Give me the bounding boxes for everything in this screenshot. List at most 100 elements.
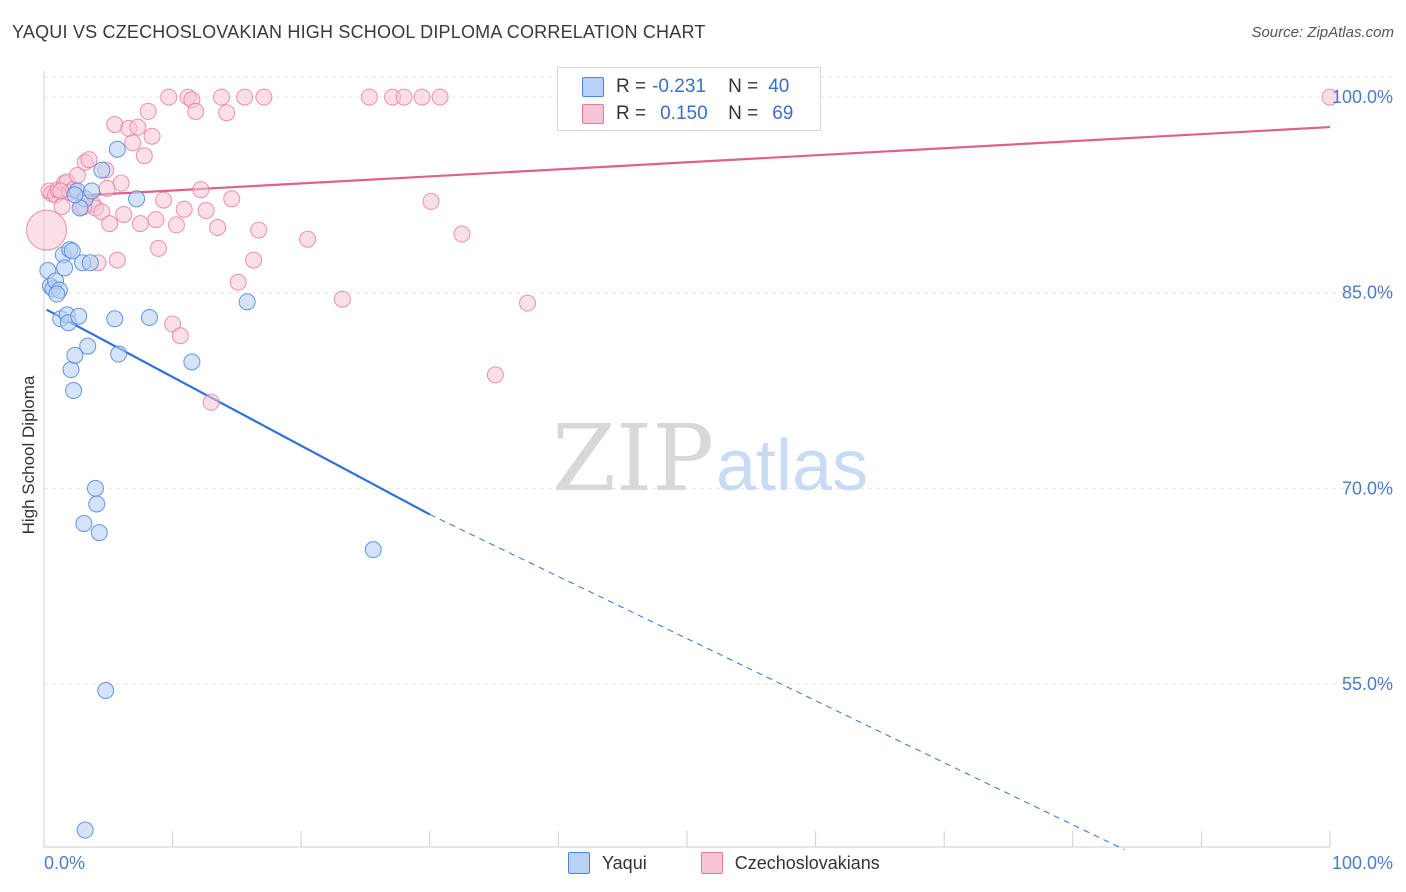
gridlines xyxy=(44,76,1392,685)
czech-point xyxy=(108,251,126,269)
czech-point xyxy=(431,88,449,106)
yaqui-trendline-extension xyxy=(429,513,1125,851)
legend-n-label: N = xyxy=(728,76,759,97)
chart-title: YAQUI VS CZECHOSLOVAKIAN HIGH SCHOOL DIP… xyxy=(12,22,706,42)
source-credit: Source: ZipAtlas.com xyxy=(1251,24,1394,41)
czech-point xyxy=(155,191,173,209)
czech-point xyxy=(192,181,210,199)
yaqui-point xyxy=(93,161,111,179)
czech-point xyxy=(519,294,537,312)
czech-point xyxy=(175,200,193,218)
czech-point xyxy=(26,209,68,251)
yaqui-point xyxy=(56,259,74,277)
legend-r-label: R = xyxy=(616,103,647,124)
yaqui-point xyxy=(238,293,256,311)
yaqui-point xyxy=(97,681,115,699)
czech-point xyxy=(164,315,182,333)
y-tick-label: 70.0% xyxy=(1342,478,1393,498)
legend-r-value: 0.150 xyxy=(660,103,708,124)
czech-point xyxy=(250,221,268,239)
trendlines xyxy=(43,125,1331,851)
czech-point xyxy=(218,104,236,122)
yaqui-trendline xyxy=(46,308,431,516)
watermark-zip: ZIP xyxy=(552,405,714,512)
legend-n-label: N = xyxy=(728,103,759,124)
czech-point xyxy=(209,219,227,237)
yaqui-point xyxy=(83,182,101,200)
yaqui-point xyxy=(63,242,81,260)
czech-point xyxy=(124,134,142,152)
yaqui-swatch xyxy=(582,77,604,97)
legend-n-value: 40 xyxy=(768,76,790,97)
czech-point xyxy=(106,115,124,133)
czech-point xyxy=(212,88,230,106)
yaqui-point xyxy=(65,382,83,400)
czech-point xyxy=(223,190,241,208)
czech-point xyxy=(197,202,215,220)
czech-point xyxy=(129,118,147,136)
yaqui-point xyxy=(48,285,66,303)
yaqui-point xyxy=(70,307,88,325)
yaqui-point xyxy=(90,524,108,542)
czech-point xyxy=(93,203,111,221)
yaqui-point xyxy=(86,479,104,497)
czech-point xyxy=(160,88,178,106)
x-tick-label: 100.0% xyxy=(1332,853,1393,873)
y-tick-label: 85.0% xyxy=(1342,283,1393,303)
czech-point xyxy=(171,327,189,345)
yaqui-point xyxy=(75,515,93,533)
correlation-legend: R = -0.231 N = 40 R = 0.150 N = 69 xyxy=(557,67,821,131)
tick-labels: 100.0% 85.0% 70.0% 55.0% 0.0% 100.0% xyxy=(44,87,1393,873)
czech-point xyxy=(80,151,98,169)
czech-point xyxy=(135,147,153,165)
czech-point xyxy=(236,88,254,106)
czech-trendline xyxy=(43,125,1331,199)
czech-point xyxy=(360,88,378,106)
czech-point xyxy=(422,192,440,210)
axes xyxy=(43,71,1331,848)
yaqui-point xyxy=(364,541,382,559)
czech-point xyxy=(52,182,70,200)
czech-point xyxy=(333,290,351,308)
yaqui-point xyxy=(76,821,94,839)
yaqui-point xyxy=(108,140,126,158)
czech-point xyxy=(202,393,220,411)
x-tick-label: 0.0% xyxy=(44,853,85,873)
czech-point xyxy=(453,225,471,243)
yaqui-point xyxy=(79,337,97,355)
czech-point xyxy=(115,205,133,223)
czech-point xyxy=(229,273,247,291)
legend-r-label: R = xyxy=(616,76,647,97)
legend-r-value: -0.231 xyxy=(652,76,706,97)
czech-point xyxy=(147,211,165,229)
czech-point xyxy=(149,239,167,257)
czech-point xyxy=(131,215,149,233)
czech-point xyxy=(98,179,116,197)
czech-legend-swatch xyxy=(700,852,723,874)
czech-point xyxy=(53,198,71,216)
yaqui-legend-label: Yaqui xyxy=(602,852,647,873)
yaqui-point xyxy=(183,353,201,371)
czech-point xyxy=(395,88,413,106)
yaqui-point xyxy=(110,345,128,363)
watermark-atlas: atlas xyxy=(716,426,868,506)
czech-point xyxy=(255,88,273,106)
legend-n-value: 69 xyxy=(772,103,794,124)
czechoslovakians-points xyxy=(26,88,1339,411)
czech-point xyxy=(413,88,431,106)
yaqui-point xyxy=(66,186,84,204)
yaqui-point xyxy=(81,254,99,272)
yaqui-legend-swatch xyxy=(568,852,590,874)
yaqui-point xyxy=(88,495,106,513)
czech-point xyxy=(486,366,504,384)
czech-point xyxy=(1321,88,1339,106)
czech-legend-label: Czechoslovakians xyxy=(734,852,880,873)
legend-row-czech: R = 0.150 N = 69 xyxy=(582,101,793,127)
czech-point xyxy=(139,102,157,120)
czech-point xyxy=(299,230,317,248)
series-legend: Yaqui Czechoslovakians xyxy=(568,852,880,874)
czech-point xyxy=(167,216,185,234)
czech-point xyxy=(187,102,205,120)
czech-point xyxy=(101,215,119,233)
yaqui-point xyxy=(106,310,124,328)
